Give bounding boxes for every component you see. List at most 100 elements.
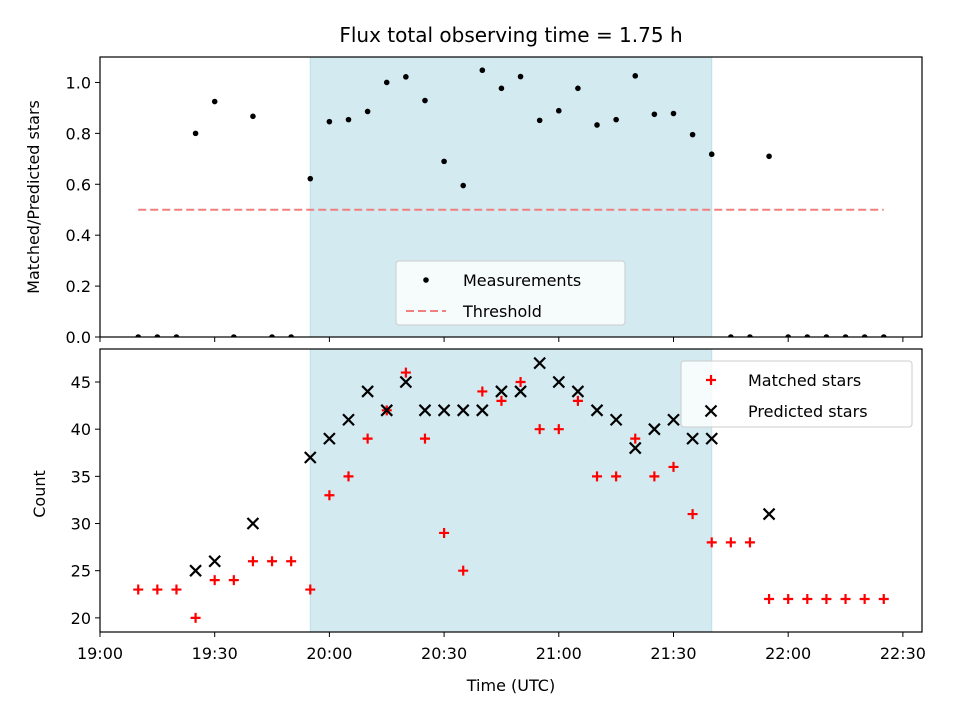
top-legend-box bbox=[395, 260, 626, 326]
top-series-0-point-4 bbox=[211, 98, 218, 105]
top-series-0-point-1 bbox=[154, 334, 161, 337]
top-series-0-point-21 bbox=[536, 117, 543, 124]
bottom-series-1-point-2 bbox=[246, 517, 260, 530]
bottom-y-tick-label-0: 20 bbox=[71, 609, 91, 628]
top-series-0-point-32 bbox=[747, 334, 753, 337]
top-series-0-point-35 bbox=[804, 334, 811, 337]
bottom-series-1-point-16 bbox=[552, 375, 566, 389]
bottom-series-1-point-10 bbox=[437, 404, 451, 417]
top-series-0-point-39 bbox=[880, 334, 887, 337]
bottom-series-0-point-27 bbox=[649, 471, 660, 482]
bottom-series-0-point-31 bbox=[725, 537, 736, 548]
bottom-series-0-point-5 bbox=[228, 575, 239, 586]
top-series-0-point-38 bbox=[861, 334, 868, 337]
bottom-y-tick-label-4: 40 bbox=[71, 420, 91, 439]
bottom-series-0-point-18 bbox=[477, 386, 488, 397]
bottom-plot: 20 25 30 35 40 45 19:00 19:30 20:00 20:30 21:00 21:… bbox=[71, 348, 926, 663]
bottom-series-1-point-5 bbox=[342, 413, 355, 427]
top-y-tick-label-1: 0.2 bbox=[66, 277, 91, 296]
bottom-series-0-point-21 bbox=[534, 424, 545, 435]
bottom-plot-area bbox=[133, 349, 889, 632]
bottom-series-0-point-20 bbox=[515, 377, 526, 388]
bottom-series-1-point-14 bbox=[514, 385, 527, 398]
bottom-series-0-point-11 bbox=[343, 471, 354, 482]
top-series-0-point-36 bbox=[823, 334, 830, 337]
bottom-legend-label-0: Matched stars bbox=[748, 371, 861, 390]
chart-title: Flux total observing time = 1.75 h bbox=[339, 23, 682, 47]
top-series-0-point-14 bbox=[403, 74, 409, 80]
top-series-0-point-13 bbox=[383, 79, 390, 86]
bottom-series-0-point-26 bbox=[630, 433, 641, 444]
bottom-series-0-point-15 bbox=[419, 433, 430, 444]
bottom-series-1-point-13 bbox=[495, 385, 508, 398]
bottom-legend-marker-0 bbox=[706, 375, 716, 385]
x-tick-label-5: 21:30 bbox=[650, 644, 696, 663]
bottom-y-tick-label-5: 45 bbox=[71, 373, 91, 392]
bottom-series-0-point-37 bbox=[840, 593, 851, 604]
bottom-series-0-point-17 bbox=[458, 565, 469, 576]
top-y-tick-label-5: 1.0 bbox=[66, 73, 91, 92]
bottom-series-0-point-1 bbox=[152, 584, 163, 595]
bottom-series-0-point-19 bbox=[496, 395, 507, 406]
x-tick-label-4: 21:00 bbox=[536, 644, 582, 663]
bottom-legend-marker-1 bbox=[704, 404, 718, 418]
x-tick-label-7: 22:30 bbox=[880, 644, 926, 663]
top-series-0-point-24 bbox=[594, 122, 600, 128]
bottom-series-1-point-12 bbox=[476, 404, 489, 417]
top-series-0-point-31 bbox=[728, 334, 734, 337]
top-series-0-point-6 bbox=[250, 113, 256, 120]
bottom-series-1-point-7 bbox=[380, 404, 394, 417]
bottom-series-0-point-8 bbox=[286, 556, 297, 567]
bottom-series-0-point-36 bbox=[821, 593, 832, 604]
bottom-series-0-point-10 bbox=[324, 490, 335, 501]
bottom-series-1-point-19 bbox=[609, 413, 623, 427]
bottom-series-0-point-12 bbox=[362, 433, 373, 444]
top-series-0-point-9 bbox=[307, 175, 314, 182]
bottom-series-0-point-34 bbox=[783, 593, 794, 604]
top-legend-label-0: Measurements bbox=[463, 271, 581, 290]
bottom-series-1-point-23 bbox=[686, 432, 699, 445]
bottom-series-1-point-18 bbox=[590, 404, 604, 417]
bottom-series-0-point-24 bbox=[592, 471, 603, 482]
bottom-series-1-point-8 bbox=[399, 375, 413, 389]
top-y-axis-label: Matched/Predicted stars bbox=[24, 100, 43, 294]
bottom-y-axis-label: Count bbox=[30, 470, 49, 518]
bottom-series-1-point-9 bbox=[418, 404, 432, 417]
bottom-series-1-point-3 bbox=[304, 451, 317, 464]
bottom-series-0-point-25 bbox=[611, 471, 622, 482]
bottom-series-0-point-9 bbox=[305, 584, 316, 595]
x-tick-label-3: 20:30 bbox=[421, 644, 467, 663]
x-tick-label-2: 20:00 bbox=[306, 644, 352, 663]
bottom-series-0-point-32 bbox=[744, 537, 755, 548]
top-legend: Measurements Threshold bbox=[395, 260, 626, 326]
top-series-0-point-23 bbox=[575, 85, 581, 92]
bottom-series-0-point-28 bbox=[668, 461, 679, 472]
bottom-series-1-point-20 bbox=[628, 441, 642, 455]
top-series-0-point-16 bbox=[441, 158, 447, 165]
top-series-0-point-18 bbox=[479, 67, 486, 74]
top-series-0-point-12 bbox=[364, 108, 371, 115]
top-series-0-point-7 bbox=[269, 334, 275, 337]
top-series-0-point-27 bbox=[651, 111, 658, 118]
bottom-series-0-point-6 bbox=[247, 556, 258, 567]
bottom-legend-label-1: Predicted stars bbox=[748, 402, 868, 421]
bottom-series-0-point-2 bbox=[171, 584, 182, 595]
top-legend-label-1: Threshold bbox=[462, 302, 542, 321]
bottom-series-1-point-1 bbox=[208, 554, 221, 568]
top-y-tick-label-0: 0.0 bbox=[66, 328, 91, 347]
top-legend-marker-0 bbox=[423, 277, 429, 283]
top-series-0-point-3 bbox=[192, 130, 199, 137]
top-series-0-point-37 bbox=[842, 334, 849, 337]
bottom-series-1-point-11 bbox=[456, 404, 470, 417]
bottom-series-0-point-7 bbox=[267, 556, 278, 567]
bottom-series-0-point-0 bbox=[133, 584, 144, 595]
top-series-0-point-0 bbox=[135, 334, 142, 337]
top-series-0-point-17 bbox=[460, 182, 467, 189]
x-tick-label-1: 19:30 bbox=[192, 644, 238, 663]
top-y-tick-label-2: 0.4 bbox=[66, 226, 91, 245]
bottom-series-0-point-30 bbox=[706, 537, 717, 548]
bottom-y-tick-label-3: 35 bbox=[71, 467, 91, 486]
x-axis-label: Time (UTC) bbox=[466, 676, 555, 695]
bottom-series-0-point-16 bbox=[439, 527, 450, 538]
top-series-0-point-22 bbox=[555, 107, 562, 114]
